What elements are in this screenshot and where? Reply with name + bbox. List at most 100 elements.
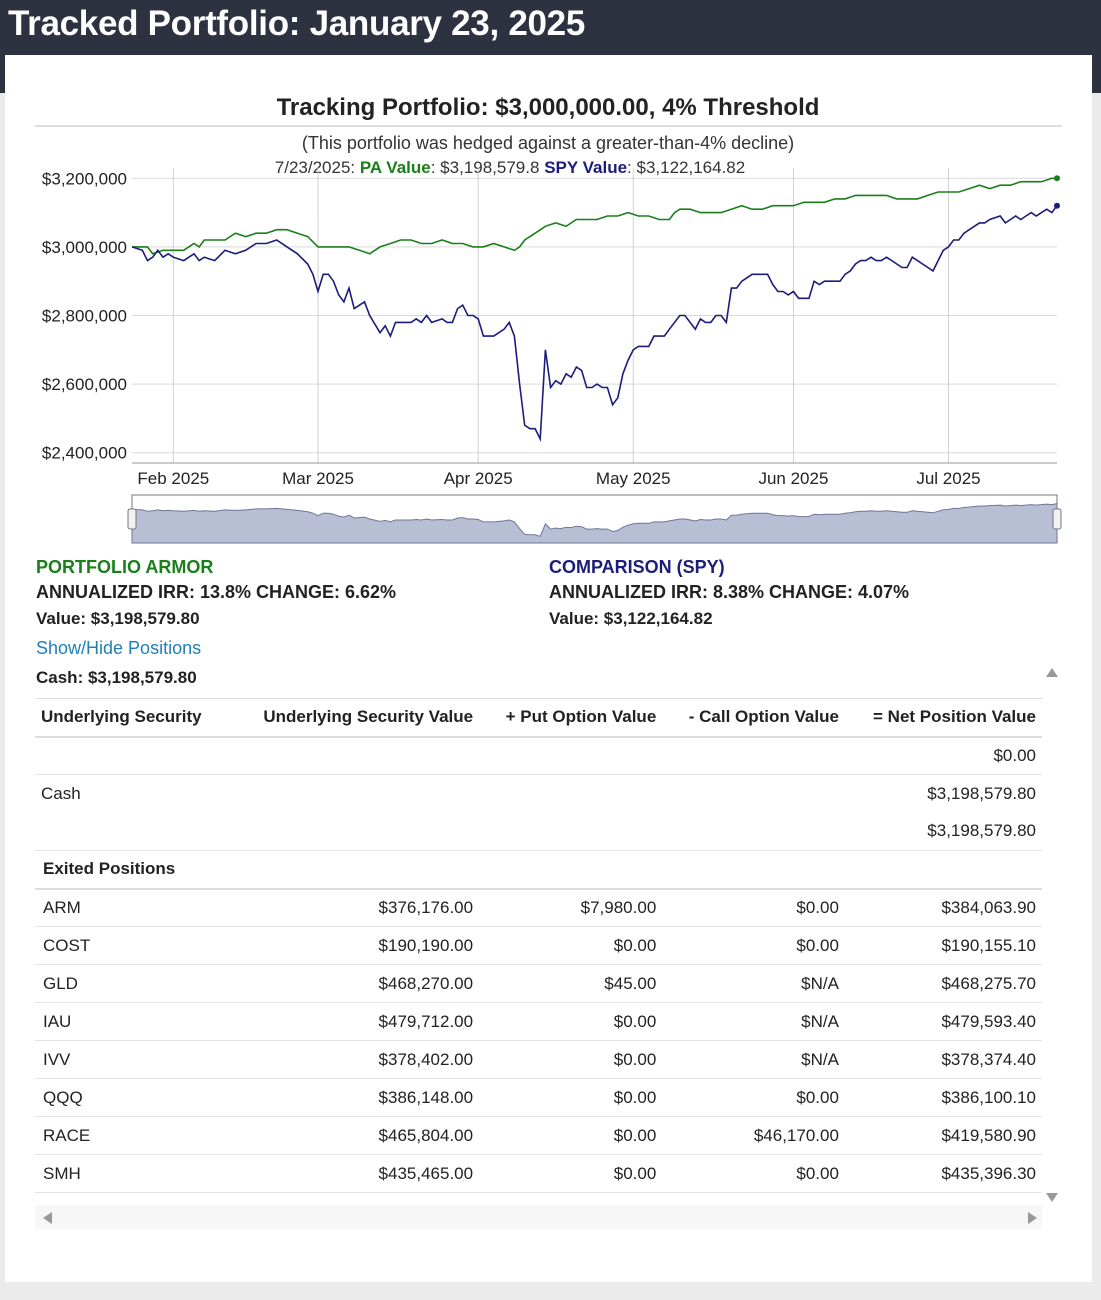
cell-put-value: $7,980.00 xyxy=(479,888,663,927)
table-row: GLD $468,270.00 $45.00 $N/A $468,275.70 xyxy=(35,964,1042,1003)
cell-underlying-value: $378,402.00 xyxy=(229,1040,480,1079)
x-tick-label: Jul 2025 xyxy=(916,469,980,488)
cell-put-value: $0.00 xyxy=(479,1116,663,1155)
x-tick-label: Jun 2025 xyxy=(758,469,828,488)
table-row: IVV $378,402.00 $0.00 $N/A $378,374.40 xyxy=(35,1040,1042,1079)
positions-table: Underlying Security Underlying Security … xyxy=(35,698,1042,1193)
spy-irr: ANNUALIZED IRR: 8.38% CHANGE: 4.07% xyxy=(549,582,910,602)
pa-irr: ANNUALIZED IRR: 13.8% CHANGE: 6.62% xyxy=(36,582,397,602)
chart-grid: $2,400,000 $2,600,000 $2,800,000 $3,000,000… xyxy=(42,168,1057,488)
tooltip-pa-value: : $3,198,579.8 xyxy=(431,158,540,177)
navigator-right-handle[interactable] xyxy=(1052,508,1062,530)
series-line-pa xyxy=(132,177,1057,255)
col-call-value: - Call Option Value xyxy=(662,698,845,738)
col-net-value: = Net Position Value xyxy=(844,698,1042,738)
zero-value: $0.00 xyxy=(844,736,1042,775)
navigator-left-handle[interactable] xyxy=(127,508,137,530)
cell-put-value: $45.00 xyxy=(479,964,663,1003)
table-row: $0.00 xyxy=(35,736,1042,775)
tooltip-spy-value: : $3,122,164.82 xyxy=(627,158,745,177)
scroll-down-icon[interactable] xyxy=(1046,1193,1058,1202)
cell-symbol: ARM xyxy=(35,888,230,927)
cell-call-value: $0.00 xyxy=(662,926,845,965)
y-tick-label: $2,800,000 xyxy=(42,307,127,326)
cell-call-value: $0.00 xyxy=(662,1078,845,1117)
table-row: IAU $479,712.00 $0.00 $N/A $479,593.40 xyxy=(35,1002,1042,1041)
pa-value: Value: $3,198,579.80 xyxy=(36,609,200,628)
total-value: $3,198,579.80 xyxy=(844,812,1042,851)
x-tick-label: Feb 2025 xyxy=(137,469,209,488)
cash-value: $3,198,579.80 xyxy=(927,783,1036,803)
cell-symbol: IVV xyxy=(35,1040,230,1079)
horizontal-scrollbar[interactable] xyxy=(35,1205,1042,1229)
portfolio-chart[interactable]: Tracking Portfolio: $3,000,000.00, 4% Th… xyxy=(5,55,1092,555)
tooltip-spy-label: SPY Value xyxy=(544,158,627,177)
navigator-series xyxy=(131,502,1058,544)
chart-title: Tracking Portfolio: $3,000,000.00, 4% Th… xyxy=(277,94,820,121)
table-row: RACE $465,804.00 $0.00 $46,170.00 $419,580.9… xyxy=(35,1116,1042,1155)
navigator[interactable] xyxy=(127,494,1062,544)
col-underlying-security: Underlying Security xyxy=(35,698,230,738)
cell-underlying-value: $479,712.00 xyxy=(229,1002,480,1041)
cell-call-value: $N/A xyxy=(662,1040,845,1079)
table-row: COST $190,190.00 $0.00 $0.00 $190,155.10 xyxy=(35,926,1042,965)
exited-label: Exited Positions xyxy=(35,850,230,890)
chart-series xyxy=(131,175,1060,443)
cell-symbol: SMH xyxy=(35,1154,230,1193)
cell-underlying-value: $435,465.00 xyxy=(229,1154,480,1193)
cell-symbol: QQQ xyxy=(35,1078,230,1117)
y-tick-label: $2,400,000 xyxy=(42,444,127,463)
cell-symbol: RACE xyxy=(35,1116,230,1155)
cell-symbol: IAU xyxy=(35,1002,230,1041)
series-endpoint-pa xyxy=(1054,175,1060,182)
scroll-up-icon[interactable] xyxy=(1046,668,1058,677)
table-row: SMH $435,465.00 $0.00 $0.00 $435,396.30 xyxy=(35,1154,1042,1193)
y-tick-label: $3,200,000 xyxy=(42,169,127,188)
exited-positions-header: Exited Positions xyxy=(35,850,1042,890)
cell-symbol: GLD xyxy=(35,964,230,1003)
cell-net-value: $468,275.70 xyxy=(844,964,1042,1003)
cell-put-value: $0.00 xyxy=(479,1078,663,1117)
chart-tooltip: 7/23/2025: PA Value: $3,198,579.8 SPY Va… xyxy=(275,158,745,177)
table-row: Cash $3,198,579.80 xyxy=(35,775,1042,813)
spy-value: Value: $3,122,164.82 xyxy=(549,609,713,628)
cell-call-value: $46,170.00 xyxy=(662,1116,845,1155)
cell-net-value: $190,155.10 xyxy=(844,926,1042,965)
show-hide-positions-link[interactable]: Show/Hide Positions xyxy=(36,638,202,658)
cell-put-value: $0.00 xyxy=(479,1002,663,1041)
cell-underlying-value: $386,148.00 xyxy=(229,1078,480,1117)
table-row: $3,198,579.80 xyxy=(35,812,1042,851)
cell-net-value: $419,580.90 xyxy=(844,1116,1042,1155)
col-underlying-value: Underlying Security Value xyxy=(229,698,480,738)
x-tick-label: May 2025 xyxy=(596,469,671,488)
cell-underlying-value: $468,270.00 xyxy=(229,964,480,1003)
cell-call-value: $N/A xyxy=(662,1002,845,1041)
cash-total: Cash: $3,198,579.80 xyxy=(36,668,197,687)
x-tick-label: Mar 2025 xyxy=(282,469,354,488)
cell-net-value: $378,374.40 xyxy=(844,1040,1042,1079)
table-row: QQQ $386,148.00 $0.00 $0.00 $386,100.10 xyxy=(35,1078,1042,1117)
tooltip-pa-label: PA Value xyxy=(360,158,431,177)
cell-underlying-value: $190,190.00 xyxy=(229,926,480,965)
scroll-right-icon[interactable] xyxy=(1028,1212,1037,1224)
cell-put-value: $0.00 xyxy=(479,1154,663,1193)
col-put-value: + Put Option Value xyxy=(479,698,663,738)
chart-subtitle: (This portfolio was hedged against a gre… xyxy=(302,133,794,153)
scroll-left-icon[interactable] xyxy=(43,1212,52,1224)
cash-label: Cash xyxy=(41,783,81,803)
pa-title: PORTFOLIO ARMOR xyxy=(36,557,214,577)
spy-summary: COMPARISON (SPY) ANNUALIZED IRR: 8.38% C… xyxy=(549,557,909,629)
y-tick-label: $2,600,000 xyxy=(42,375,127,394)
series-endpoint-spy xyxy=(1054,202,1060,209)
spy-title: COMPARISON (SPY) xyxy=(549,557,725,577)
cell-call-value: $0.00 xyxy=(662,1154,845,1193)
table-header-row: Underlying Security Underlying Security … xyxy=(35,698,1042,738)
cell-net-value: $435,396.30 xyxy=(844,1154,1042,1193)
x-tick-label: Apr 2025 xyxy=(444,469,513,488)
series-line-spy xyxy=(131,205,1058,443)
page-title: Tracked Portfolio: January 23, 2025 xyxy=(8,4,585,43)
cell-put-value: $0.00 xyxy=(479,926,663,965)
pa-summary: PORTFOLIO ARMOR ANNUALIZED IRR: 13.8% CH… xyxy=(36,557,396,629)
cell-net-value: $386,100.10 xyxy=(844,1078,1042,1117)
cell-net-value: $384,063.90 xyxy=(844,888,1042,927)
